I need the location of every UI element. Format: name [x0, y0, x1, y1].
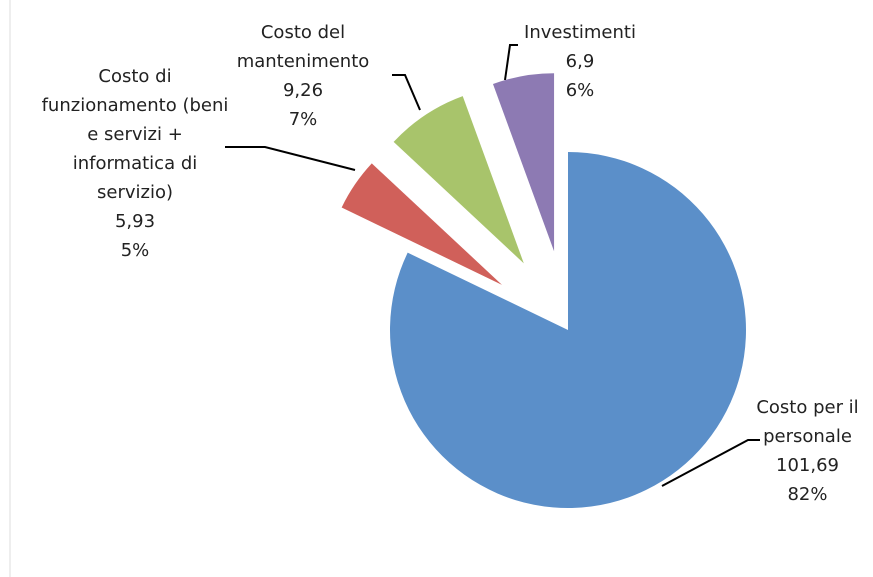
value-label: 101,69 — [776, 455, 839, 476]
leader-line — [392, 74, 421, 111]
data-label: Investimenti 6,9 6% — [520, 18, 640, 105]
pie-slice — [492, 73, 555, 252]
leader-line — [661, 439, 760, 487]
leader-line — [225, 146, 356, 171]
pie-slice — [393, 96, 524, 264]
leader-line — [504, 44, 518, 81]
percent-label: 5% — [120, 240, 150, 261]
percent-label: 6% — [565, 80, 595, 101]
category-name: Investimenti — [524, 22, 636, 43]
value-label: 9,26 — [282, 80, 324, 101]
category-name: Costo di funzionamento (beni e servizi +… — [41, 66, 229, 203]
category-name: Costo del mantenimento — [236, 22, 370, 72]
percent-label: 82% — [787, 484, 828, 505]
data-label: Costo del mantenimento 9,26 7% — [218, 18, 388, 134]
data-label: Costo per il personale 101,69 82% — [740, 393, 873, 509]
category-name: Costo per il personale — [756, 397, 859, 447]
data-label: Costo di funzionamento (beni e servizi +… — [40, 62, 230, 265]
pie-slice — [390, 152, 747, 509]
value-label: 5,93 — [114, 211, 156, 232]
value-label: 6,9 — [565, 51, 595, 72]
pie-slice — [341, 163, 502, 285]
percent-label: 7% — [288, 109, 318, 130]
